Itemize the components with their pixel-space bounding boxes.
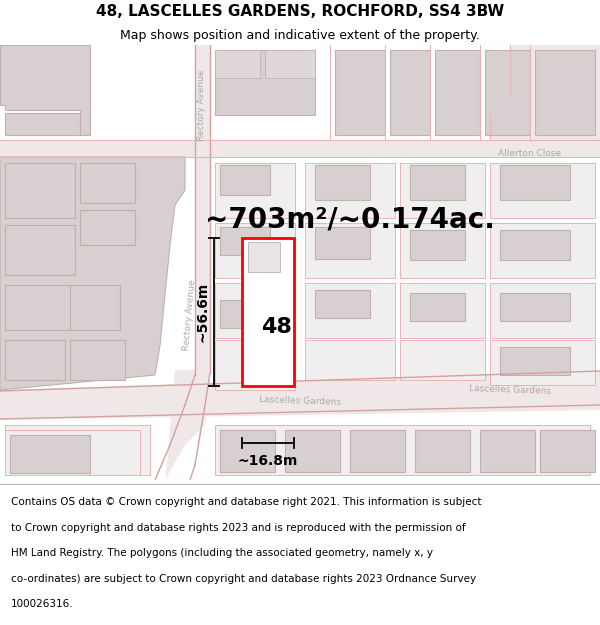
Bar <box>535 50 595 135</box>
Polygon shape <box>150 370 210 485</box>
Text: ~703m²/~0.174ac.: ~703m²/~0.174ac. <box>205 206 495 234</box>
Text: Rectory Avenue: Rectory Avenue <box>182 279 197 351</box>
Bar <box>5 340 65 380</box>
Bar <box>490 163 595 218</box>
Text: Lascelles Gardens: Lascelles Gardens <box>259 395 341 407</box>
Polygon shape <box>0 45 90 135</box>
Bar <box>315 290 370 318</box>
Bar <box>242 238 294 386</box>
Bar <box>5 225 75 275</box>
Bar <box>305 163 395 218</box>
Polygon shape <box>5 430 140 475</box>
Bar <box>215 50 315 115</box>
Bar <box>400 163 485 218</box>
Bar <box>220 227 270 255</box>
Bar <box>400 283 485 338</box>
Text: 100026316.: 100026316. <box>11 599 73 609</box>
Text: Allerton Close: Allerton Close <box>499 149 562 158</box>
Bar <box>80 210 135 245</box>
Bar <box>70 285 120 330</box>
Text: Map shows position and indicative extent of the property.: Map shows position and indicative extent… <box>120 29 480 42</box>
Bar <box>10 435 90 473</box>
Polygon shape <box>490 45 600 140</box>
Bar <box>315 165 370 200</box>
Bar <box>305 340 395 380</box>
Bar <box>315 227 370 259</box>
Bar <box>5 50 90 105</box>
Bar <box>410 293 465 321</box>
Bar <box>215 163 295 218</box>
Bar <box>335 50 385 135</box>
Text: Rectory Avenue: Rectory Avenue <box>197 69 206 141</box>
Bar <box>70 340 125 380</box>
Bar <box>490 340 595 385</box>
Bar <box>490 223 595 278</box>
Bar <box>215 283 295 338</box>
Text: co-ordinates) are subject to Crown copyright and database rights 2023 Ordnance S: co-ordinates) are subject to Crown copyr… <box>11 574 476 584</box>
Bar <box>248 242 280 272</box>
Bar <box>480 430 535 472</box>
Bar <box>410 165 465 200</box>
Bar <box>305 223 395 278</box>
Bar <box>215 223 295 278</box>
Bar <box>540 430 595 472</box>
Bar <box>490 283 595 338</box>
Bar <box>400 223 485 278</box>
Bar <box>285 430 340 472</box>
Bar <box>5 163 75 218</box>
Polygon shape <box>0 140 600 157</box>
Bar <box>5 285 70 330</box>
Bar <box>500 230 570 260</box>
Text: ~56.6m: ~56.6m <box>195 282 209 342</box>
Polygon shape <box>195 45 210 370</box>
Bar <box>5 113 90 135</box>
Polygon shape <box>0 157 185 390</box>
Bar <box>265 50 315 78</box>
Bar <box>350 430 405 472</box>
Bar <box>215 50 260 78</box>
Bar <box>500 293 570 321</box>
Bar <box>10 430 90 472</box>
Bar <box>220 165 270 195</box>
Text: ~16.8m: ~16.8m <box>238 454 298 468</box>
Bar <box>390 50 430 135</box>
Bar <box>400 340 485 380</box>
Bar <box>500 347 570 375</box>
Bar <box>435 50 480 135</box>
Text: 48, LASCELLES GARDENS, ROCHFORD, SS4 3BW: 48, LASCELLES GARDENS, ROCHFORD, SS4 3BW <box>96 4 504 19</box>
Bar <box>215 340 295 390</box>
Text: 48: 48 <box>260 317 292 337</box>
Bar <box>220 430 275 472</box>
Bar <box>305 283 395 338</box>
Bar <box>485 50 530 135</box>
Polygon shape <box>0 370 600 420</box>
Bar <box>500 165 570 200</box>
Bar <box>220 300 265 328</box>
Bar <box>215 425 590 475</box>
Text: to Crown copyright and database rights 2023 and is reproduced with the permissio: to Crown copyright and database rights 2… <box>11 522 466 532</box>
Bar <box>410 230 465 260</box>
Text: Lascelles Gardens: Lascelles Gardens <box>469 384 551 396</box>
Text: Contains OS data © Crown copyright and database right 2021. This information is : Contains OS data © Crown copyright and d… <box>11 498 481 508</box>
Bar <box>415 430 470 472</box>
Bar <box>5 425 150 475</box>
Text: HM Land Registry. The polygons (including the associated geometry, namely x, y: HM Land Registry. The polygons (includin… <box>11 548 433 558</box>
Bar <box>80 163 135 203</box>
